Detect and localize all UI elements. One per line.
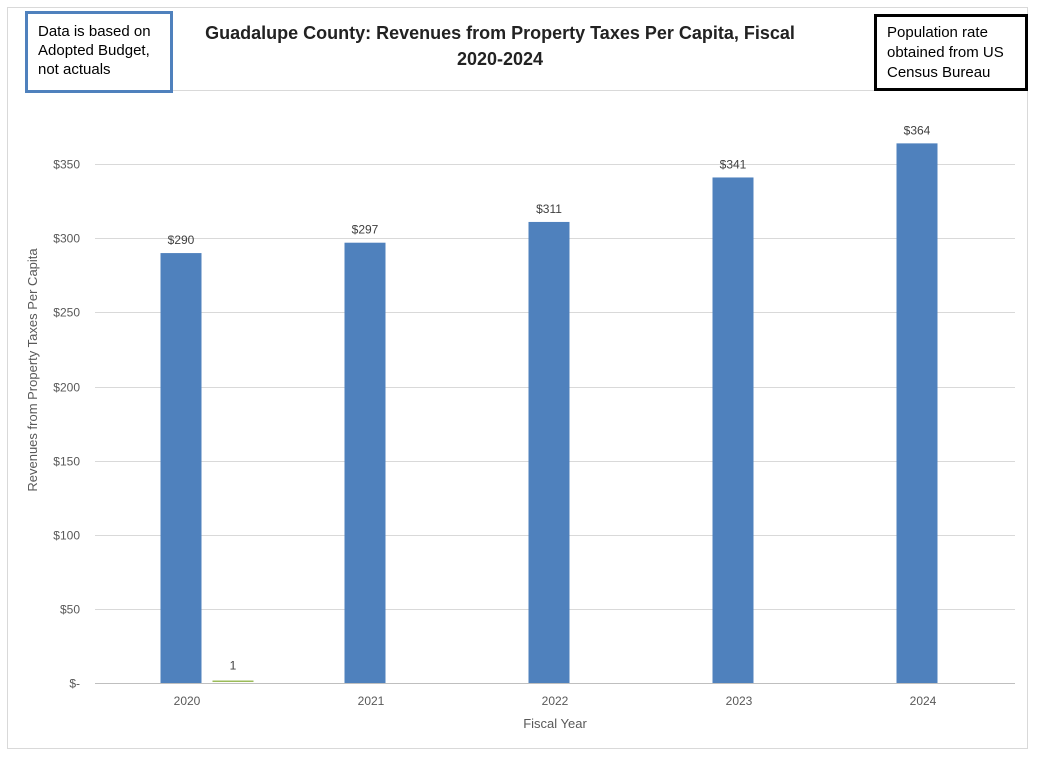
data-label-secondary-2020: 1 (230, 659, 237, 673)
bar-2024 (896, 143, 938, 683)
bar-2022 (528, 221, 570, 683)
y-axis-title: Revenues from Property Taxes Per Capita (25, 248, 40, 492)
x-tick-label: 2022 (542, 694, 569, 708)
bars (160, 143, 938, 683)
chart-title: Guadalupe County: Revenues from Property… (205, 23, 795, 69)
data-label-2021: $297 (352, 223, 379, 237)
y-tick-label: $100 (53, 529, 80, 543)
x-tick-label: 2023 (726, 694, 753, 708)
y-tick-label: $- (69, 677, 80, 691)
data-label-2022: $311 (536, 202, 562, 216)
data-label-2024: $364 (904, 123, 931, 137)
bar-2021 (344, 242, 386, 683)
data-label-2020: $290 (168, 233, 195, 247)
note-census-source: Population rate obtained from US Census … (874, 14, 1028, 91)
axes: $- $50 $100 $150 $200 $250 $300 $350 2020 2021 202… (53, 158, 936, 709)
bar-2023 (712, 177, 754, 683)
bar-secondary-2020 (212, 680, 254, 683)
data-labels: $290 1 $297 $311 $341 $364 (168, 123, 931, 672)
x-tick-label: 2020 (174, 694, 201, 708)
y-tick-label: $350 (53, 158, 80, 172)
y-tick-label: $300 (53, 232, 80, 246)
y-tick-label: $250 (53, 306, 80, 320)
y-tick-label: $200 (53, 381, 80, 395)
note-adopted-budget: Data is based on Adopted Budget, not act… (25, 11, 173, 93)
x-tick-label: 2021 (358, 694, 385, 708)
data-label-2023: $341 (720, 157, 747, 171)
bar-2020 (160, 253, 202, 683)
x-tick-label: 2024 (910, 694, 937, 708)
y-tick-label: $50 (60, 603, 80, 617)
y-tick-label: $150 (53, 455, 80, 469)
x-axis-title: Fiscal Year (523, 716, 587, 731)
